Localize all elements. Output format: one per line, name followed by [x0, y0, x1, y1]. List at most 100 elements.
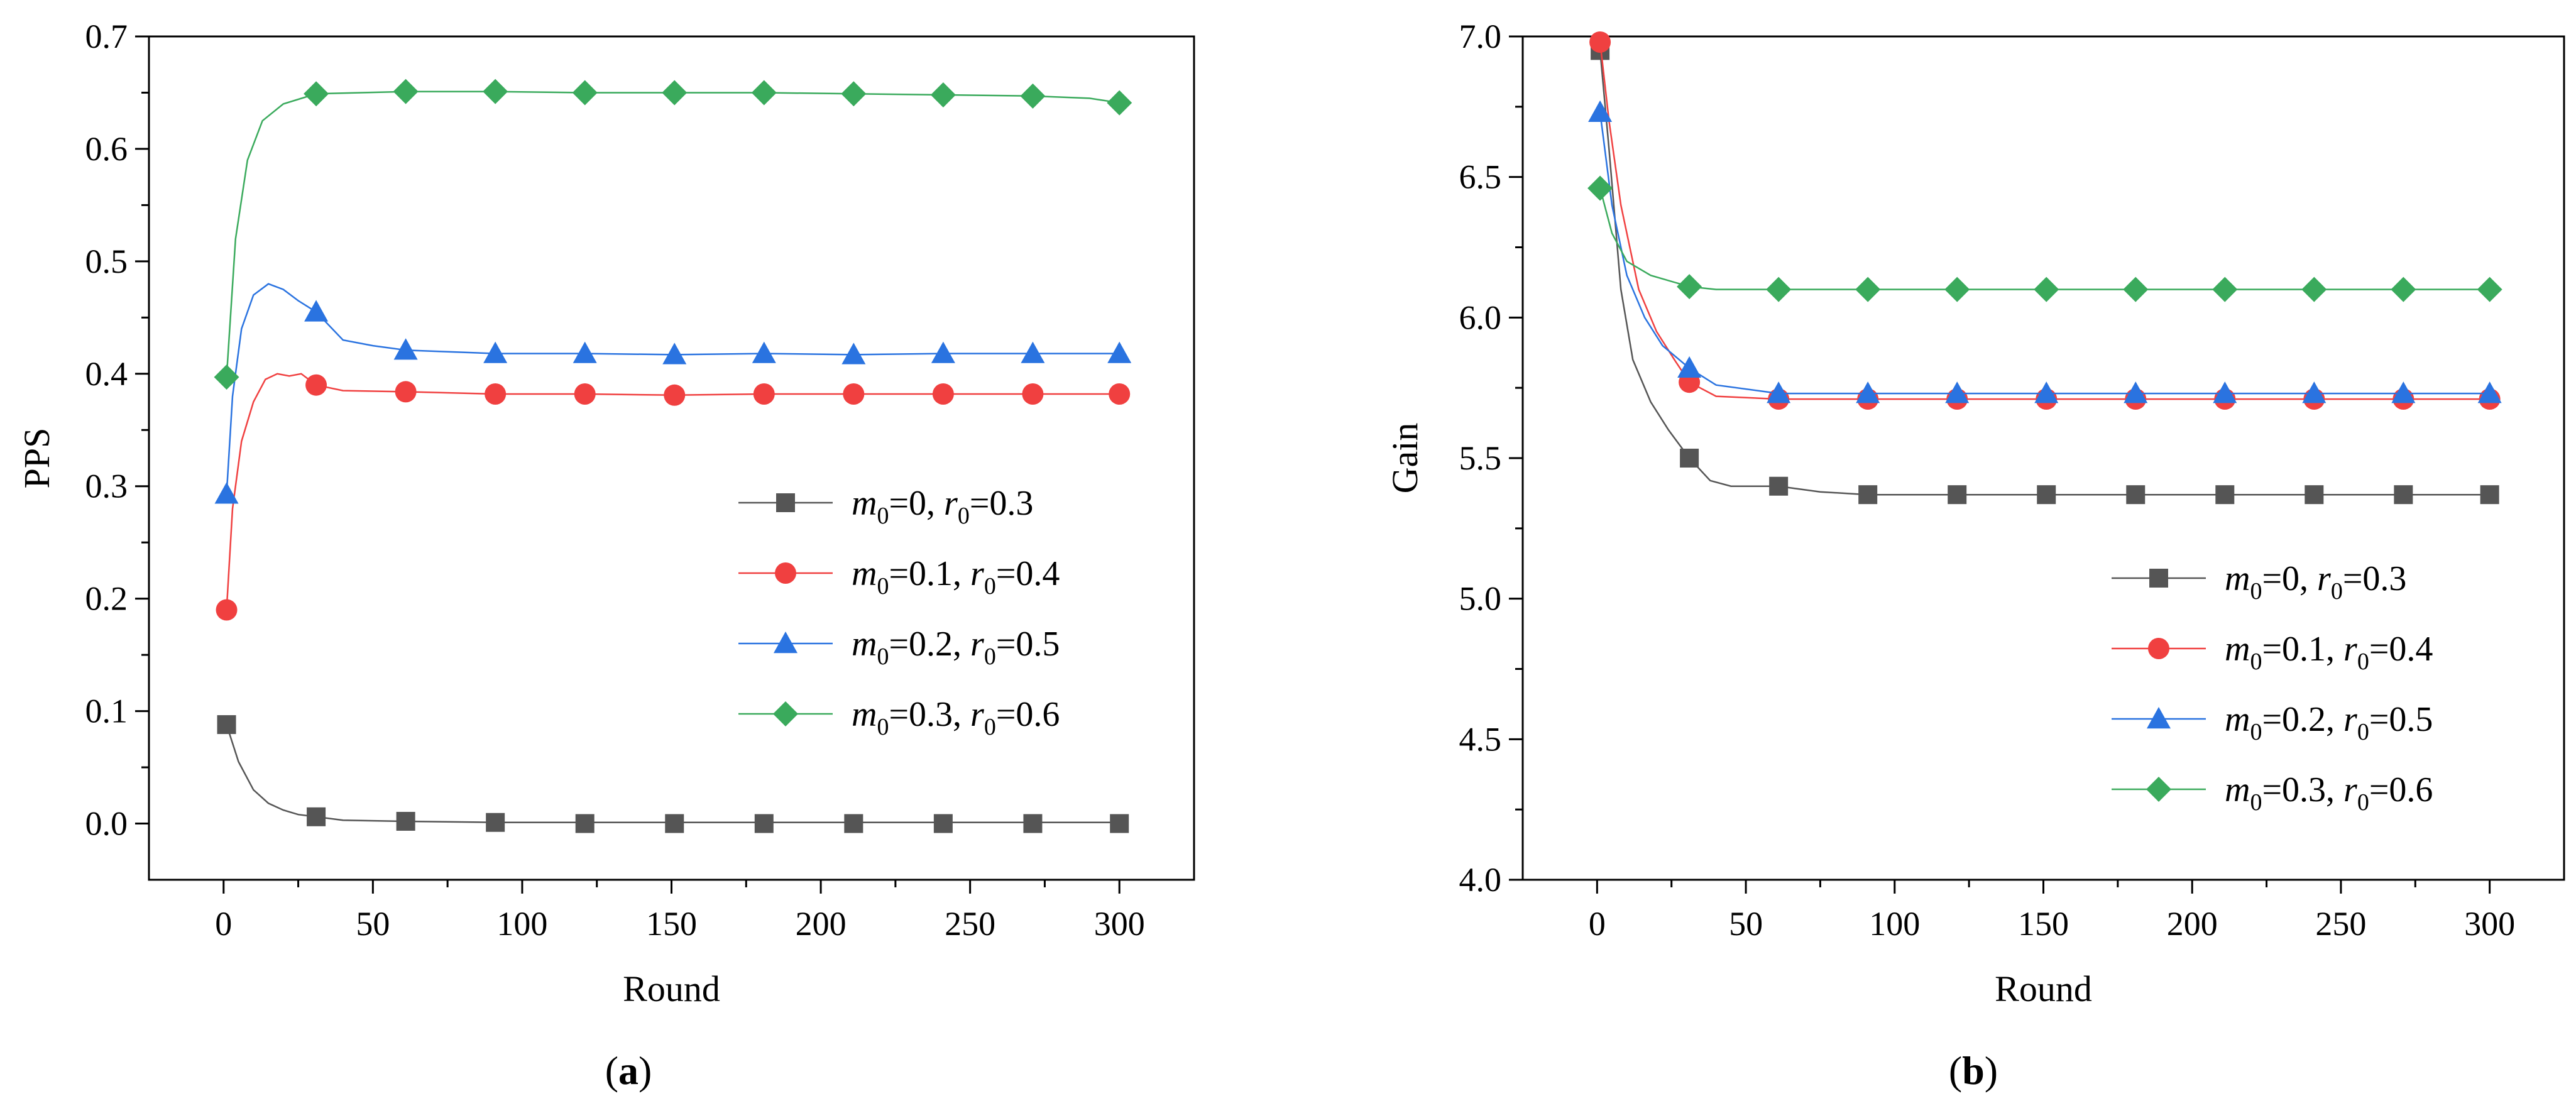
data-point [1858, 485, 1878, 505]
legend-label-part: 0 [2250, 719, 2262, 745]
legend-label-part: 0 [877, 714, 889, 740]
legend-label-part: r [970, 554, 984, 593]
data-point [2305, 485, 2324, 505]
data-point [2394, 485, 2413, 505]
data-point [573, 341, 597, 363]
legend: m0=0, r0=0.3m0=0.1, r0=0.4m0=0.2, r0=0.5… [738, 484, 1060, 740]
legend-label-part: 0 [2250, 649, 2262, 675]
legend-item-3: m0=0.2, r0=0.5 [2112, 700, 2433, 745]
legend-label-part: 0 [984, 643, 996, 670]
data-point [304, 300, 329, 322]
series-line [1599, 50, 2490, 496]
legend-item-2: m0=0.1, r0=0.4 [738, 554, 1060, 600]
series-1 [217, 715, 1129, 833]
data-point [572, 80, 598, 106]
data-point [753, 383, 775, 405]
legend-label-part: =0.6 [2369, 770, 2433, 809]
y-tick-label: 0.0 [85, 805, 128, 843]
x-tick-label: 100 [496, 905, 547, 943]
data-point [664, 384, 686, 406]
data-point [2212, 276, 2238, 302]
y-tick-label: 7.0 [1459, 18, 1502, 55]
panel-label-close: ) [639, 1048, 652, 1093]
legend-label-part: r [2317, 559, 2331, 598]
legend-label-part: m [852, 484, 877, 523]
x-tick-label: 150 [2018, 905, 2069, 943]
legend-marker [775, 562, 796, 584]
legend-label-part: m [2225, 630, 2250, 669]
data-point [932, 383, 954, 405]
legend-label-part: =0.3 [970, 484, 1034, 523]
legend-label-part: =0.5 [996, 625, 1060, 664]
data-point [1021, 341, 1045, 363]
data-point [662, 80, 688, 106]
legend-label: m0=0.3, r0=0.6 [852, 695, 1060, 740]
legend-label-part: =0.5 [2369, 700, 2433, 739]
chart-panel-a: 0 50 100 150 200 250 300 0.0 0.1 0.2 0.3 0.4 0.5 0.6 0… [16, 18, 1195, 1093]
legend-label: m0=0.2, r0=0.5 [852, 625, 1060, 670]
data-point [752, 341, 776, 363]
legend-label-part: 0 [877, 643, 889, 670]
data-point [2037, 485, 2056, 505]
legend-label-part: 0 [984, 573, 996, 600]
y-axis-label: PPS [16, 428, 57, 489]
legend-label: m0=0.2, r0=0.5 [2225, 700, 2433, 745]
y-tick-label: 6.5 [1459, 158, 1502, 196]
data-point [2126, 485, 2146, 505]
legend-label-part: =0.1, [889, 554, 970, 593]
data-point [307, 807, 326, 826]
y-tick-label: 4.5 [1459, 720, 1502, 758]
data-point [843, 383, 865, 405]
panel-label: (a) [605, 1048, 652, 1093]
legend-label-part: 0 [984, 714, 996, 740]
legend-label-part: 0 [958, 503, 970, 529]
legend-marker [773, 701, 798, 726]
series-4 [1587, 175, 2502, 302]
legend-label: m0=0.1, r0=0.4 [852, 554, 1060, 600]
legend-label-part: r [970, 695, 984, 734]
panel-label-letter: a [618, 1048, 639, 1093]
data-point [1589, 31, 1611, 53]
panel-label-open: ( [605, 1048, 618, 1093]
x-tick-label: 50 [356, 905, 390, 943]
data-point [214, 364, 239, 390]
data-point [1107, 90, 1132, 116]
data-point [1020, 83, 1046, 109]
data-point [1769, 476, 1789, 496]
legend-label-part: 0 [2250, 789, 2262, 816]
legend-label-part: =0.2, [2262, 700, 2343, 739]
data-point [1767, 381, 1791, 403]
data-point [1588, 100, 1613, 122]
legend-label-part: =0.3 [2343, 559, 2407, 598]
data-point [216, 599, 238, 621]
data-point [662, 342, 687, 364]
legend-label-part: m [2225, 700, 2250, 739]
series-3 [214, 283, 1132, 504]
data-point [2301, 276, 2327, 302]
legend-label-part: r [2343, 700, 2357, 739]
y-tick-label: 0.3 [85, 468, 128, 505]
panel-label-letter: b [1962, 1048, 1985, 1093]
legend-marker [776, 493, 795, 512]
panel-label-close: ) [1985, 1048, 1998, 1093]
legend-label-part: r [944, 484, 958, 523]
data-point [2124, 381, 2148, 403]
x-tick-label: 0 [215, 905, 232, 943]
data-point [931, 341, 955, 363]
legend-label-part: =0.4 [2369, 630, 2433, 669]
x-tick-label: 100 [1869, 905, 1920, 943]
legend-item-2: m0=0.1, r0=0.4 [2112, 630, 2433, 675]
legend-label-part: m [852, 695, 877, 734]
data-point [2391, 381, 2416, 403]
data-point [1948, 485, 1967, 505]
legend-item-4: m0=0.3, r0=0.6 [2112, 770, 2433, 816]
legend-label: m0=0.3, r0=0.6 [2225, 770, 2433, 816]
legend-marker [2146, 777, 2171, 802]
data-point [2213, 381, 2237, 403]
legend-label-part: r [2343, 630, 2357, 669]
data-point [2034, 276, 2059, 302]
data-point [1109, 383, 1131, 405]
legend-label-part: m [852, 554, 877, 593]
x-tick-label: 300 [1094, 905, 1145, 943]
